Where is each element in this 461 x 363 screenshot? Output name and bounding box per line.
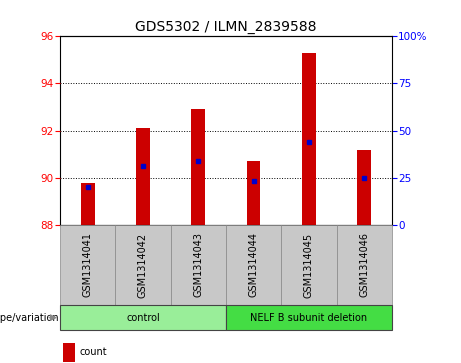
Text: count: count (80, 347, 107, 358)
Bar (226, 305, 392, 330)
Bar (171, 225, 226, 305)
Bar (136, 129, 150, 225)
Bar (281, 225, 337, 305)
Text: GSM1314045: GSM1314045 (304, 232, 314, 298)
Bar (226, 225, 281, 305)
Bar (302, 53, 316, 225)
Bar (191, 109, 205, 225)
Bar (337, 225, 392, 305)
Text: GSM1314042: GSM1314042 (138, 232, 148, 298)
Bar (115, 225, 171, 305)
Text: GSM1314046: GSM1314046 (359, 232, 369, 298)
Bar (357, 150, 371, 225)
Bar (60, 225, 115, 305)
Text: GSM1314043: GSM1314043 (193, 232, 203, 298)
Bar (63, 343, 75, 362)
Text: GSM1314041: GSM1314041 (83, 232, 93, 298)
Bar (81, 183, 95, 225)
Bar (60, 305, 226, 330)
Title: GDS5302 / ILMN_2839588: GDS5302 / ILMN_2839588 (135, 20, 317, 34)
Text: control: control (126, 313, 160, 323)
Text: genotype/variation: genotype/variation (0, 313, 59, 323)
Bar (247, 161, 260, 225)
Text: GSM1314044: GSM1314044 (248, 232, 259, 298)
Text: NELF B subunit deletion: NELF B subunit deletion (250, 313, 367, 323)
